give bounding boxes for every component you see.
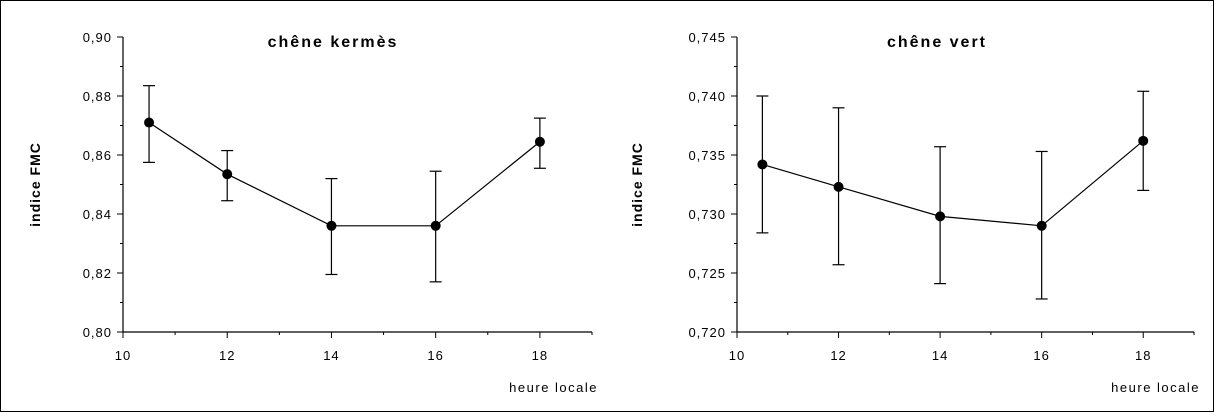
data-point <box>326 220 337 231</box>
y-tick-label: 0,720 <box>688 325 726 340</box>
x-tick-label: 16 <box>1033 348 1049 363</box>
data-point <box>935 211 946 222</box>
data-point <box>757 159 768 170</box>
y-tick-label: 0,730 <box>688 207 726 222</box>
y-tick-label: 0,82 <box>83 266 112 281</box>
data-point <box>144 117 155 128</box>
y-tick-label: 0,80 <box>83 325 112 340</box>
x-tick-label: 14 <box>932 348 948 363</box>
y-tick-label: 0,84 <box>83 207 112 222</box>
x-tick-label: 10 <box>115 348 131 363</box>
chart-chene-vert: 0,720 0,725 0,730 0,735 0,740 0,745 10 12 14 16 18… <box>629 30 1200 395</box>
data-point <box>430 220 441 231</box>
series-line <box>148 122 541 227</box>
chart-chene-kermes: 0,80 0,82 0,84 0,86 0,88 0,90 10 12 14 16 18 chêne … <box>27 30 598 395</box>
x-tick-label: 12 <box>830 348 846 363</box>
y-tick-label: 0,725 <box>688 266 726 281</box>
data-point <box>833 181 844 192</box>
x-axis-label: heure locale <box>509 380 598 395</box>
y-tick-label: 0,740 <box>688 89 726 104</box>
data-point <box>222 169 233 180</box>
x-axis-label: heure locale <box>1111 380 1200 395</box>
data-point <box>1036 220 1047 231</box>
x-tick-label: 14 <box>323 348 339 363</box>
data-point <box>534 136 545 147</box>
y-tick-label: 0,86 <box>83 148 112 163</box>
y-tick-label: 0,745 <box>688 30 726 45</box>
y-axis-label: indice FMC <box>629 142 645 227</box>
x-tick-label: 12 <box>219 348 235 363</box>
y-tick-label: 0,88 <box>83 89 112 104</box>
y-tick-label: 0,90 <box>83 30 112 45</box>
x-tick-label: 16 <box>427 348 443 363</box>
chart-title: chêne kermès <box>268 34 399 51</box>
x-tick-label: 10 <box>729 348 745 363</box>
x-tick-label: 18 <box>532 348 548 363</box>
chart-title: chêne vert <box>887 34 987 51</box>
series-line <box>762 140 1144 227</box>
x-tick-label: 18 <box>1135 348 1151 363</box>
y-axis-label: indice FMC <box>27 142 43 227</box>
y-tick-label: 0,735 <box>688 148 726 163</box>
data-point <box>1138 135 1149 146</box>
